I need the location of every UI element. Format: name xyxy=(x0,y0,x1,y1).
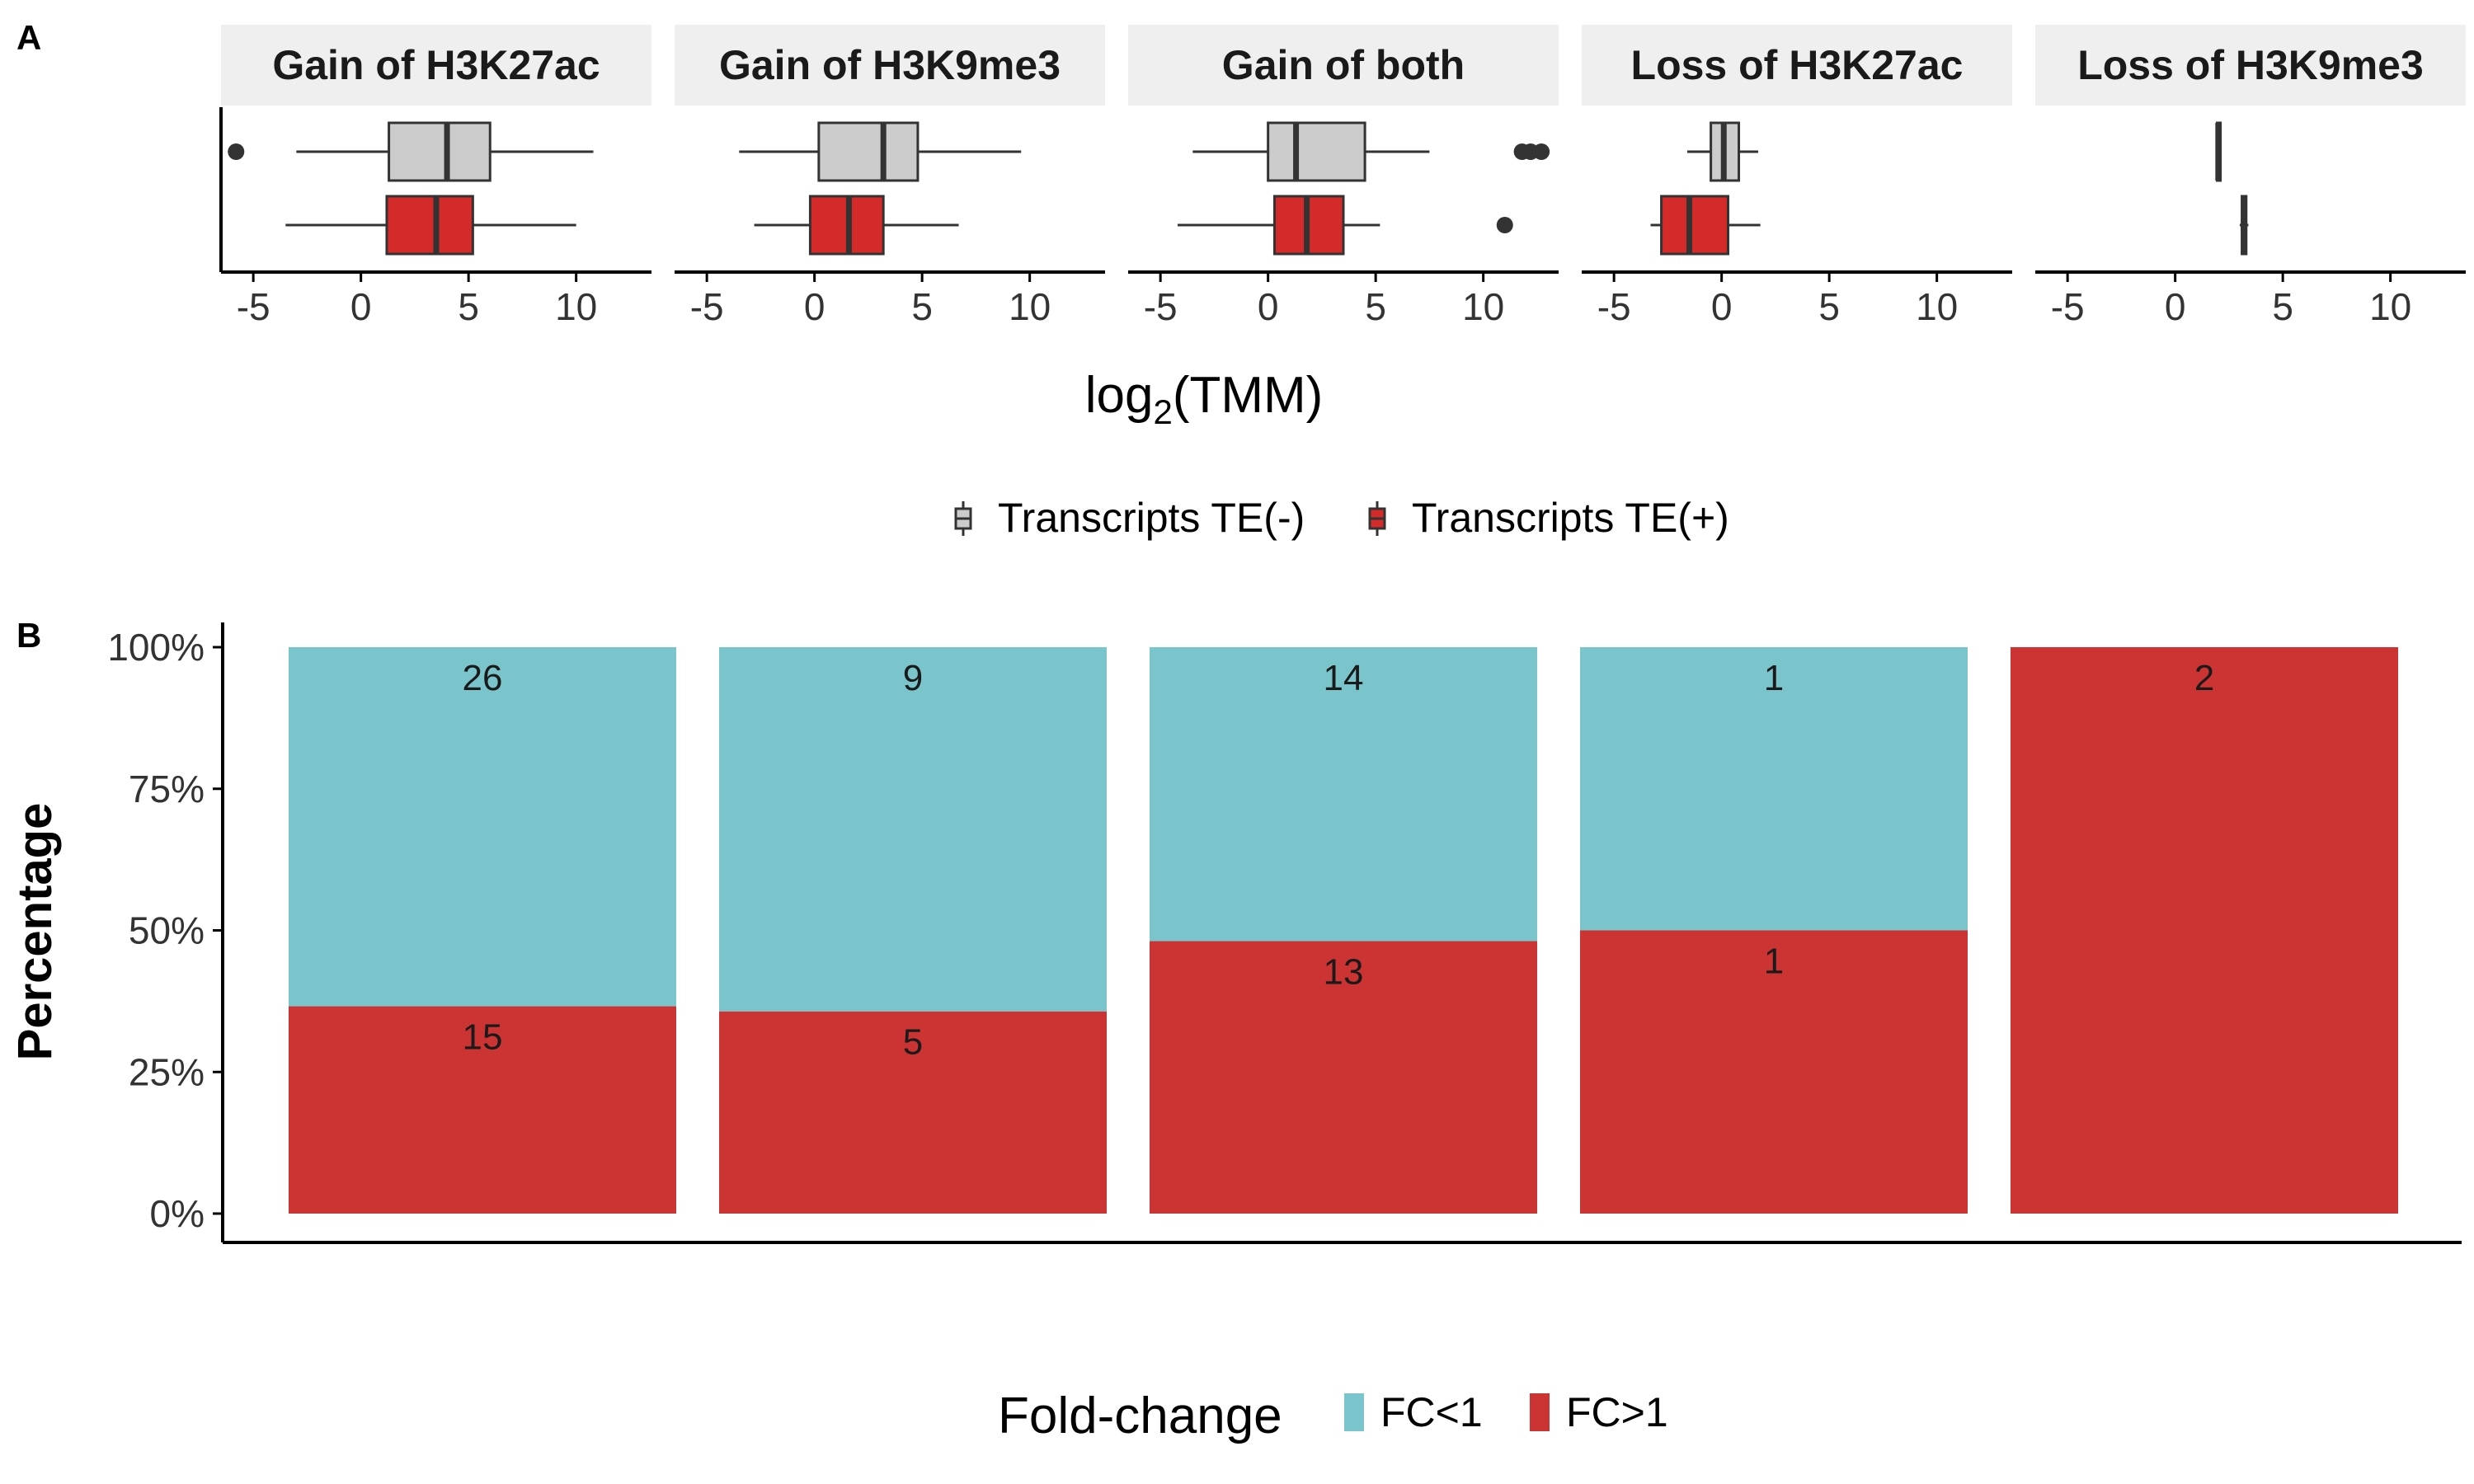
x-tick-label-gain-of-h3k27ac-3: 10 xyxy=(555,285,597,328)
bar-label-gain-of-both-fc-lt-1: 14 xyxy=(1324,658,1364,698)
y-tick-label-4: 100% xyxy=(107,626,205,669)
panel-b-y-axis-label: Percentage xyxy=(8,803,62,1061)
bar-gain-of-h3k27ac-fc-gt-1 xyxy=(289,1006,676,1214)
facet-title-gain-of-both: Gain of both xyxy=(1222,42,1465,88)
x-tick-label-loss-of-h3k27ac-0: -5 xyxy=(1597,285,1631,328)
bar-loss-of-h3k9me3-fc-gt-1 xyxy=(2011,647,2398,1214)
outlier-gain-of-both-transcripts-te-0 xyxy=(1496,217,1513,233)
facet-strip-loss-of-h3k27ac xyxy=(1582,25,2012,106)
x-tick-label-loss-of-h3k9me3-1: 0 xyxy=(2165,285,2186,328)
panel-b-legend-title: Fold-change xyxy=(998,1388,1282,1444)
legend-swatch-fc-1 xyxy=(1530,1393,1550,1431)
facet-title-gain-of-h3k27ac: Gain of H3K27ac xyxy=(272,42,600,88)
bar-label-gain-of-h3k27ac-fc-gt-1: 15 xyxy=(463,1017,503,1058)
x-tick-label-gain-of-h3k9me3-0: -5 xyxy=(690,285,724,328)
x-tick-label-loss-of-h3k9me3-2: 5 xyxy=(2272,285,2293,328)
x-tick-label-loss-of-h3k9me3-0: -5 xyxy=(2051,285,2085,328)
bar-gain-of-h3k27ac-fc-lt-1 xyxy=(289,647,676,1007)
bar-label-gain-of-both-fc-gt-1: 13 xyxy=(1324,952,1364,993)
x-tick-label-gain-of-h3k27ac-0: -5 xyxy=(237,285,270,328)
bar-loss-of-h3k27ac-fc-lt-1 xyxy=(1580,647,1968,931)
facet-strip-loss-of-h3k9me3 xyxy=(2035,25,2466,106)
bar-label-gain-of-h3k9me3-fc-lt-1: 9 xyxy=(903,658,923,698)
legend-label-transcripts-te: Transcripts TE(-) xyxy=(998,495,1305,541)
box-gain-of-both-transcripts-te xyxy=(1267,121,1366,182)
x-tick-label-gain-of-both-1: 0 xyxy=(1258,285,1279,328)
facet-title-loss-of-h3k9me3: Loss of H3K9me3 xyxy=(2077,42,2424,88)
facet-title-gain-of-h3k9me3: Gain of H3K9me3 xyxy=(719,42,1061,88)
box-gain-of-h3k27ac-transcripts-te xyxy=(388,121,492,182)
x-tick-label-gain-of-both-0: -5 xyxy=(1144,285,1178,328)
panel-b-legend: Fold-change FC<1 FC>1 xyxy=(998,1388,1668,1444)
x-tick-label-loss-of-h3k27ac-1: 0 xyxy=(1711,285,1733,328)
x-tick-label-gain-of-h3k27ac-2: 5 xyxy=(458,285,479,328)
bar-label-gain-of-h3k9me3-fc-gt-1: 5 xyxy=(903,1022,923,1063)
x-tick-label-gain-of-h3k9me3-2: 5 xyxy=(911,285,933,328)
panel-b-plot: 0% 25% 50% 75% 100% 26 15 9 5 14 13 1 1 2 xyxy=(107,622,2462,1244)
legend-label-fc-1: FC<1 xyxy=(1380,1389,1483,1435)
y-tick-label-0: 0% xyxy=(150,1192,205,1235)
panel-a-x-label-rest: (TMM) xyxy=(1173,367,1323,424)
y-tick-label-1: 25% xyxy=(129,1050,205,1093)
outlier-gain-of-both-transcripts-te-2 xyxy=(1533,143,1550,160)
box-gain-of-h3k9me3-transcripts-te xyxy=(817,121,920,182)
y-tick-label-2: 50% xyxy=(129,909,205,952)
facet-title-loss-of-h3k27ac: Loss of H3K27ac xyxy=(1631,42,1964,88)
bar-gain-of-both-fc-lt-1 xyxy=(1150,647,1537,942)
bar-label-gain-of-h3k27ac-fc-lt-1: 26 xyxy=(463,658,503,698)
bar-loss-of-h3k27ac-fc-gt-1 xyxy=(1580,930,1968,1214)
panel-a-plots: Gain of H3K27ac -5 0 5 10 Gain of H3K9me3 -5 0 5… xyxy=(219,25,2466,328)
panel-a-x-label-sub: 2 xyxy=(1153,392,1172,431)
panel-b-tag: B xyxy=(16,616,41,655)
bar-gain-of-h3k9me3-fc-lt-1 xyxy=(719,647,1107,1012)
bar-gain-of-h3k9me3-fc-gt-1 xyxy=(719,1011,1107,1214)
bar-label-loss-of-h3k27ac-fc-lt-1: 1 xyxy=(1764,658,1784,698)
x-tick-label-gain-of-h3k9me3-1: 0 xyxy=(804,285,825,328)
x-tick-label-loss-of-h3k27ac-3: 10 xyxy=(1916,285,1958,328)
legend-label-transcripts-te: Transcripts TE(+) xyxy=(1412,495,1729,541)
panel-a-tag: A xyxy=(16,18,41,57)
outlier-gain-of-h3k27ac-transcripts-te-0 xyxy=(228,143,245,160)
bar-gain-of-both-fc-gt-1 xyxy=(1150,941,1537,1214)
panel-a-x-label-log: log xyxy=(1085,367,1154,424)
box-gain-of-h3k27ac-transcripts-te xyxy=(385,195,474,256)
x-tick-label-loss-of-h3k27ac-2: 5 xyxy=(1818,285,1840,328)
facet-strip-gain-of-both xyxy=(1128,25,1559,106)
facet-strip-gain-of-h3k9me3 xyxy=(675,25,1105,106)
legend-label-fc-1: FC>1 xyxy=(1566,1389,1668,1435)
x-tick-label-gain-of-h3k9me3-3: 10 xyxy=(1009,285,1051,328)
panel-a-legend: Transcripts TE(-) Transcripts TE(+) xyxy=(954,495,1729,541)
facet-strip-gain-of-h3k27ac xyxy=(221,25,651,106)
x-tick-label-gain-of-both-2: 5 xyxy=(1365,285,1386,328)
legend-swatch-fc-1 xyxy=(1344,1393,1364,1431)
y-tick-label-3: 75% xyxy=(129,768,205,810)
x-tick-label-gain-of-both-3: 10 xyxy=(1462,285,1504,328)
box-loss-of-h3k27ac-transcripts-te xyxy=(1660,195,1729,256)
x-tick-label-gain-of-h3k27ac-1: 0 xyxy=(350,285,372,328)
x-tick-label-loss-of-h3k9me3-3: 10 xyxy=(2369,285,2411,328)
bar-label-loss-of-h3k9me3-fc-gt-1: 2 xyxy=(2194,658,2214,698)
panel-a-x-axis-label: log2(TMM) xyxy=(1085,367,1324,431)
bar-label-loss-of-h3k27ac-fc-gt-1: 1 xyxy=(1764,942,1784,982)
